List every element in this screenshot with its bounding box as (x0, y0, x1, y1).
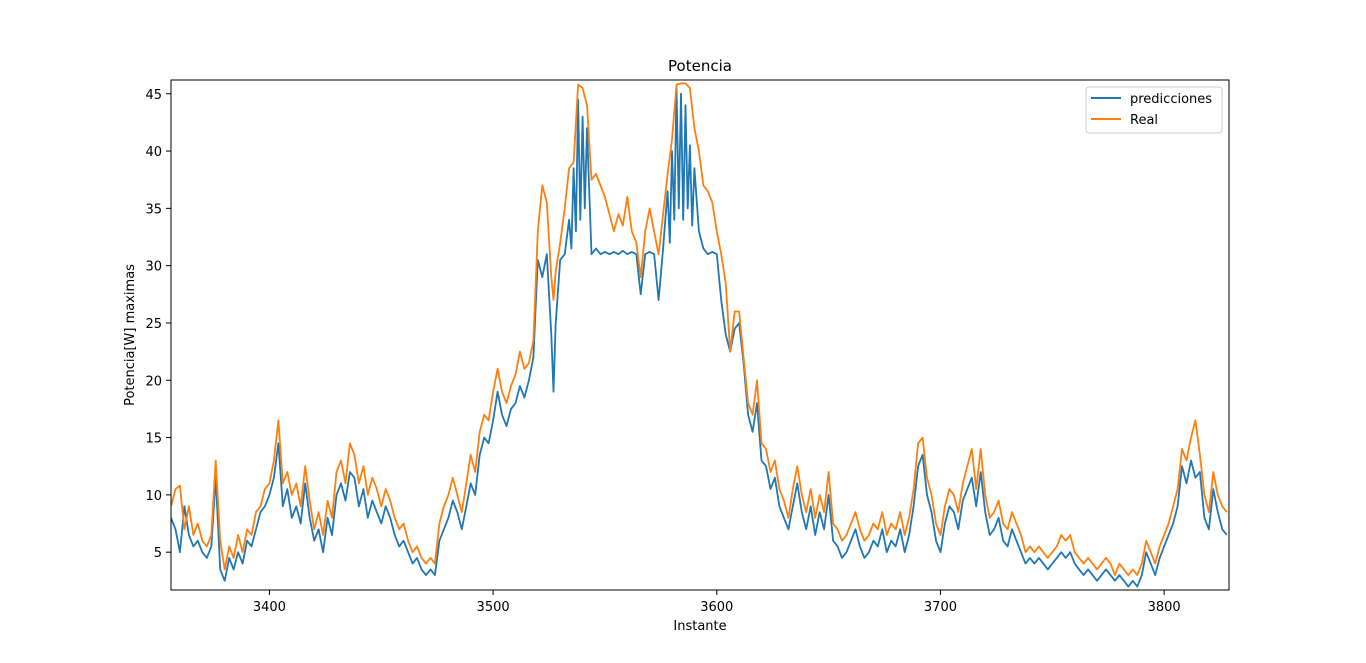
y-tick-label: 40 (145, 145, 162, 160)
y-tick-label: 30 (145, 260, 162, 275)
series-line-real (171, 82, 1228, 576)
series-layer (171, 82, 1228, 588)
legend-label-predicciones: predicciones (1130, 92, 1212, 107)
legend: predicciones Real (1085, 86, 1223, 134)
x-tick-label: 3700 (924, 600, 957, 615)
x-tick-label: 3400 (253, 600, 286, 615)
chart-title: Potencia (668, 57, 732, 75)
series-line-predicciones (171, 87, 1228, 588)
x-axis-label: Instante (673, 619, 726, 634)
y-tick-label: 5 (154, 546, 162, 561)
x-axis: 3400 3500 3600 3700 3800 (253, 590, 1181, 615)
y-tick-label: 25 (145, 317, 162, 332)
y-axis-label: Potencia[W] maximas (123, 264, 138, 406)
y-tick-label: 35 (145, 202, 162, 217)
plot-area-frame (170, 79, 1230, 591)
y-tick-label: 20 (145, 374, 162, 389)
y-tick-label: 45 (145, 88, 162, 103)
y-tick-label: 15 (145, 432, 162, 447)
x-tick-label: 3600 (700, 600, 733, 615)
x-tick-label: 3500 (477, 600, 510, 615)
y-axis: 5 10 15 20 25 30 35 40 45 (145, 88, 171, 561)
legend-label-real: Real (1130, 113, 1158, 128)
y-tick-label: 10 (145, 489, 162, 504)
x-tick-label: 3800 (1148, 600, 1181, 615)
